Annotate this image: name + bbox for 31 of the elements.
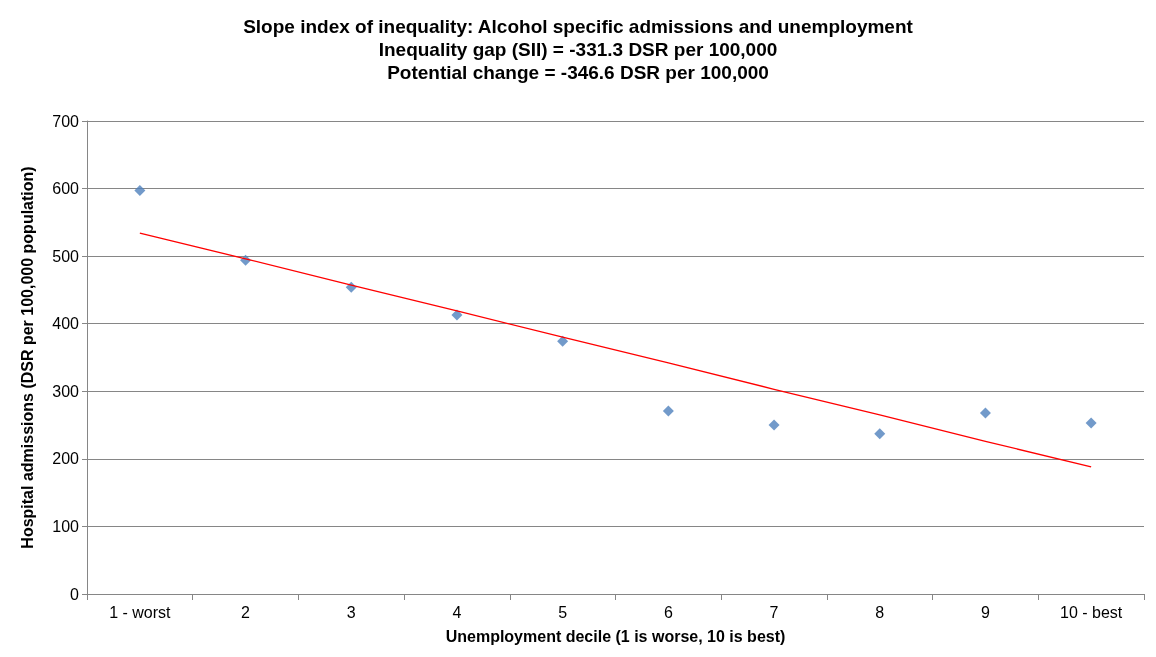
y-tick-label: 600: [52, 180, 80, 198]
y-tick-label: 700: [52, 112, 80, 130]
x-tick-label: 9: [981, 603, 990, 621]
x-tick-label: 1 - worst: [109, 603, 172, 621]
x-tick-label: 4: [452, 603, 462, 621]
y-tick-label: 300: [52, 382, 80, 400]
line-series: [139, 232, 1092, 468]
y-tick-label: 200: [52, 450, 80, 468]
y-tick-label: 500: [52, 247, 80, 265]
y-tick-label: 100: [52, 517, 80, 535]
x-tick-label: 7: [769, 603, 779, 621]
point: [979, 407, 991, 419]
point: [874, 428, 886, 440]
x-tick-label: 5: [558, 603, 568, 621]
x-tick-label: 6: [663, 603, 673, 621]
x-tick-label: 3: [346, 603, 356, 621]
y-axis-title: Hospital admissions (DSR per 100,000 population): [18, 166, 36, 549]
chart-subtitle: Inequality gap (SII) = -331.3 DSR per 100,000 Potential change = -346.6 DSR per 100,000: [378, 39, 778, 83]
point: [451, 309, 463, 321]
x-tick-label: 2: [241, 603, 251, 621]
x-tick-label: 8: [875, 603, 885, 621]
y-tick-label: 400: [52, 315, 80, 333]
y-tick-label: 0: [70, 585, 80, 603]
x-tick-label: 10 - best: [1060, 603, 1123, 621]
chart-title: Slope index of inequality: Alcohol specific admissions and unemployment: [243, 16, 914, 37]
point: [1085, 417, 1097, 429]
point: [134, 185, 146, 197]
point: [662, 405, 674, 417]
point: [557, 335, 569, 347]
point: [768, 419, 780, 431]
x-axis-title: Unemployment decile (1 is worse, 10 is best): [445, 627, 786, 645]
